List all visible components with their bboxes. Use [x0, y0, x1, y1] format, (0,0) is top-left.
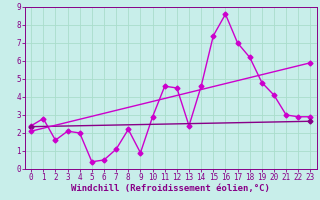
X-axis label: Windchill (Refroidissement éolien,°C): Windchill (Refroidissement éolien,°C) — [71, 184, 270, 193]
